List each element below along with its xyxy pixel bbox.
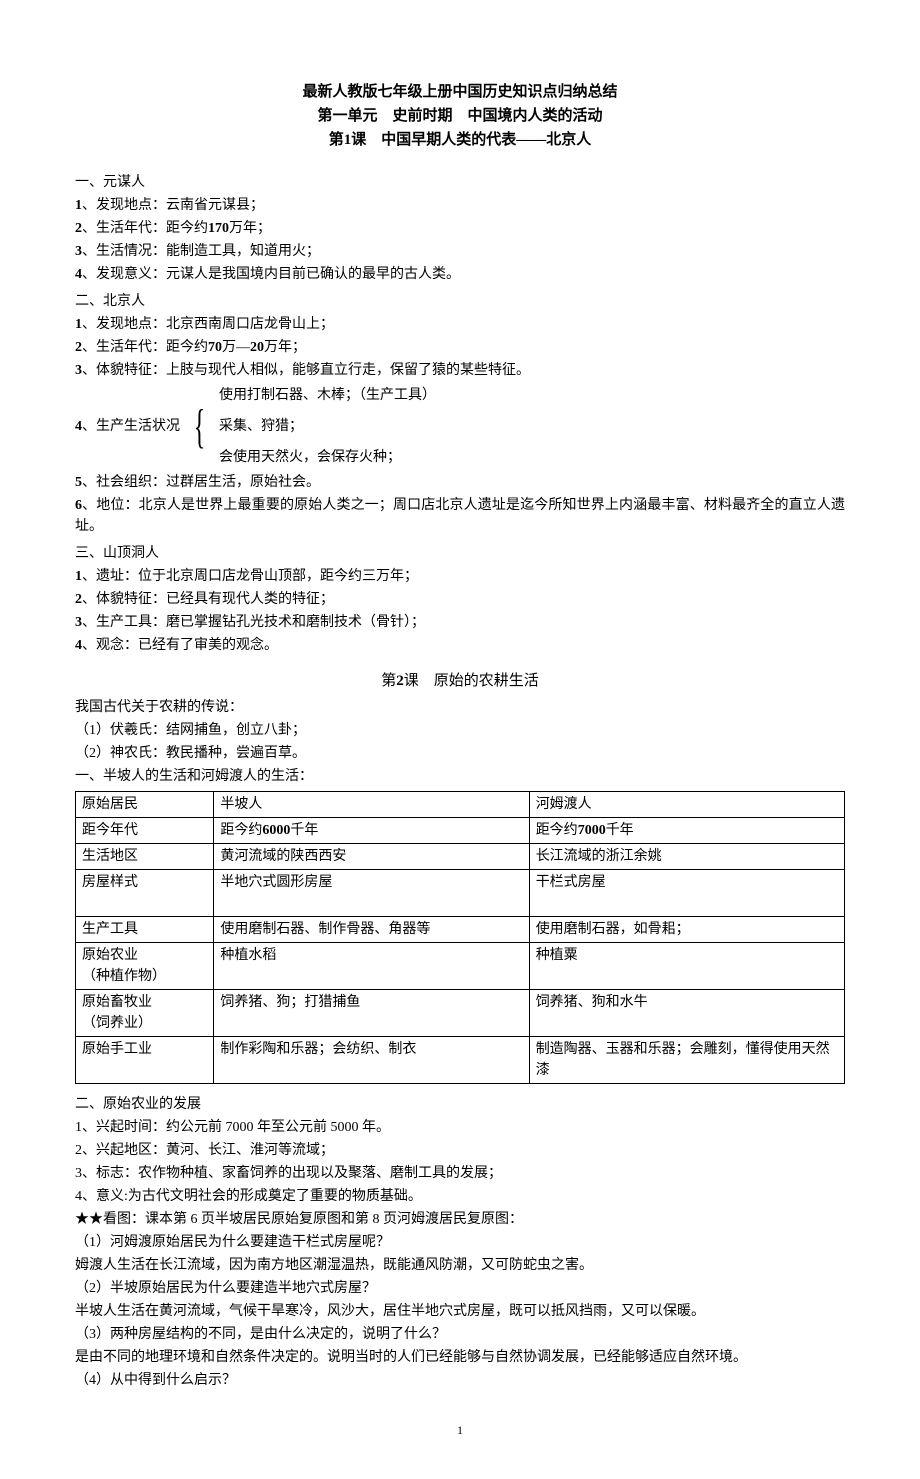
table-cell: 原始手工业 xyxy=(76,1036,214,1083)
table-cell: 饲养猪、狗和水牛 xyxy=(529,989,844,1036)
sec3-item-3: 3、生产工具：磨已掌握钻孔光技术和磨制技术（骨针）； xyxy=(75,612,845,633)
table-cell: 黄河流域的陕西西安 xyxy=(214,843,529,869)
sec5-qa-6: 是由不同的地理环境和自然条件决定的。说明当时的人们已经能够与自然协调发展，已经能… xyxy=(75,1347,845,1368)
bracket-item-1: 使用打制石器、木棒；（生产工具） xyxy=(219,385,436,406)
table-cell: 饲养猪、狗；打猎捕鱼 xyxy=(214,989,529,1036)
sec5-qa-4: 半坡人生活在黄河流域，气候干旱寒冷，风沙大，居住半地穴式房屋，既可以抵风挡雨，又… xyxy=(75,1301,845,1322)
sec5-item-2: 2、兴起地区：黄河、长江、淮河等流域； xyxy=(75,1140,845,1161)
sec2-item-6: 6、地位：北京人是世界上最重要的原始人类之一；周口店北京人遗址是迄今所知世界上内… xyxy=(75,495,845,537)
sec5-qa-1: （1）河姆渡原始居民为什么要建造干栏式房屋呢？ xyxy=(75,1232,845,1253)
section-3-title: 三、山顶洞人 xyxy=(75,543,845,564)
sec4-subtitle: 一、半坡人的生活和河姆渡人的生活： xyxy=(75,766,845,787)
title-line-3: 第1课 中国早期人类的代表——北京人 xyxy=(75,128,845,152)
table-cell: 距今年代 xyxy=(76,817,214,843)
table-cell: 使用磨制石器、制作骨器、角器等 xyxy=(214,916,529,942)
table-row: 原始居民半坡人河姆渡人 xyxy=(76,791,845,817)
table-row: 房屋样式半地穴式圆形房屋 干栏式房屋 xyxy=(76,869,845,916)
table-cell: 房屋样式 xyxy=(76,869,214,916)
sec2-item-2: 2、生活年代：距今约70万—20万年； xyxy=(75,337,845,358)
sec2-item-4-label: 4、生产生活状况 xyxy=(75,416,180,437)
section-2-title: 二、北京人 xyxy=(75,291,845,312)
table-cell: 制作彩陶和乐器；会纺织、制衣 xyxy=(214,1036,529,1083)
table-cell: 半坡人 xyxy=(214,791,529,817)
table-cell: 生活地区 xyxy=(76,843,214,869)
table-cell: 生产工具 xyxy=(76,916,214,942)
table-cell: 制造陶器、玉器和乐器；会雕刻，懂得使用天然漆 xyxy=(529,1036,844,1083)
table-cell: 原始农业（种植作物） xyxy=(76,942,214,989)
table-row: 原始畜牧业（饲养业）饲养猪、狗；打猎捕鱼饲养猪、狗和水牛 xyxy=(76,989,845,1036)
sec5-qa-5: （3）两种房屋结构的不同，是由什么决定的，说明了什么？ xyxy=(75,1324,845,1345)
sec5-qa-3: （2）半坡原始居民为什么要建造半地穴式房屋？ xyxy=(75,1278,845,1299)
comparison-table: 原始居民半坡人河姆渡人距今年代距今约6000千年距今约7000千年生活地区黄河流… xyxy=(75,791,845,1084)
left-brace-icon: { xyxy=(194,403,206,451)
lesson-2-title: 第2课 原始的农耕生活 xyxy=(75,670,845,693)
table-row: 原始手工业制作彩陶和乐器；会纺织、制衣制造陶器、玉器和乐器；会雕刻，懂得使用天然… xyxy=(76,1036,845,1083)
sec5-item-4: 4、意义:为古代文明社会的形成奠定了重要的物质基础。 xyxy=(75,1186,845,1207)
sec5-qa-2: 姆渡人生活在长江流域，因为南方地区潮湿温热，既能通风防潮，又可防蛇虫之害。 xyxy=(75,1255,845,1276)
table-cell: 种植水稻 xyxy=(214,942,529,989)
table-cell: 距今约6000千年 xyxy=(214,817,529,843)
sec3-item-4: 4、观念：已经有了审美的观念。 xyxy=(75,635,845,656)
section-1-title: 一、元谋人 xyxy=(75,172,845,193)
sec3-item-1: 1、遗址：位于北京周口店龙骨山顶部，距今约三万年； xyxy=(75,566,845,587)
section-5-title: 二、原始农业的发展 xyxy=(75,1094,845,1115)
sec1-item-4: 4、发现意义：元谋人是我国境内目前已确认的最早的古人类。 xyxy=(75,264,845,285)
table-cell: 原始畜牧业（饲养业） xyxy=(76,989,214,1036)
table-row: 距今年代距今约6000千年距今约7000千年 xyxy=(76,817,845,843)
table-row: 原始农业（种植作物）种植水稻种植粟 xyxy=(76,942,845,989)
sec1-item-1: 1、发现地点：云南省元谋县； xyxy=(75,195,845,216)
document-title: 最新人教版七年级上册中国历史知识点归纳总结 第一单元 史前时期 中国境内人类的活… xyxy=(75,80,845,152)
sec2-item-5: 5、社会组织：过群居生活，原始社会。 xyxy=(75,472,845,493)
table-row: 生产工具使用磨制石器、制作骨器、角器等使用磨制石器，如骨耜； xyxy=(76,916,845,942)
sec1-item-3: 3、生活情况：能制造工具，知道用火； xyxy=(75,241,845,262)
sec2-bracket: 4、生产生活状况 { 使用打制石器、木棒；（生产工具） 采集、狩猎； 会使用天然… xyxy=(75,385,845,468)
table-row: 生活地区黄河流域的陕西西安长江流域的浙江余姚 xyxy=(76,843,845,869)
sec3-item-2: 2、体貌特征：已经具有现代人类的特征； xyxy=(75,589,845,610)
sec5-item-3: 3、标志：农作物种植、家畜饲养的出现以及聚落、磨制工具的发展； xyxy=(75,1163,845,1184)
bracket-item-3: 会使用天然火，会保存火种； xyxy=(219,447,436,468)
sec2-item-3: 3、体貌特征：上肢与现代人相似，能够直立行走，保留了猿的某些特征。 xyxy=(75,360,845,381)
sec2-item-1: 1、发现地点：北京西南周口店龙骨山上； xyxy=(75,314,845,335)
table-cell: 长江流域的浙江余姚 xyxy=(529,843,844,869)
sec5-star-line: ★★看图：课本第 6 页半坡居民原始复原图和第 8 页河姆渡居民复原图： xyxy=(75,1209,845,1230)
sec5-item-1: 1、兴起时间：约公元前 7000 年至公元前 5000 年。 xyxy=(75,1117,845,1138)
table-cell: 干栏式房屋 xyxy=(529,869,844,916)
sec4-item-1: （1）伏羲氏：结网捕鱼，创立八卦； xyxy=(75,720,845,741)
title-line-1: 最新人教版七年级上册中国历史知识点归纳总结 xyxy=(75,80,845,104)
table-cell: 原始居民 xyxy=(76,791,214,817)
table-cell: 河姆渡人 xyxy=(529,791,844,817)
sec4-intro: 我国古代关于农耕的传说： xyxy=(75,697,845,718)
title-line-2: 第一单元 史前时期 中国境内人类的活动 xyxy=(75,104,845,128)
sec5-qa-7: （4）从中得到什么启示？ xyxy=(75,1370,845,1391)
sec1-item-2: 2、生活年代：距今约170万年； xyxy=(75,218,845,239)
sec4-item-2: （2）神农氏：教民播种，尝遍百草。 xyxy=(75,743,845,764)
table-cell: 使用磨制石器，如骨耜； xyxy=(529,916,844,942)
sec2-bracket-items: 使用打制石器、木棒；（生产工具） 采集、狩猎； 会使用天然火，会保存火种； xyxy=(219,385,436,468)
table-cell: 种植粟 xyxy=(529,942,844,989)
bracket-item-2: 采集、狩猎； xyxy=(219,416,436,437)
table-cell: 距今约7000千年 xyxy=(529,817,844,843)
table-cell: 半地穴式圆形房屋 xyxy=(214,869,529,916)
page-number: 1 xyxy=(75,1421,845,1439)
